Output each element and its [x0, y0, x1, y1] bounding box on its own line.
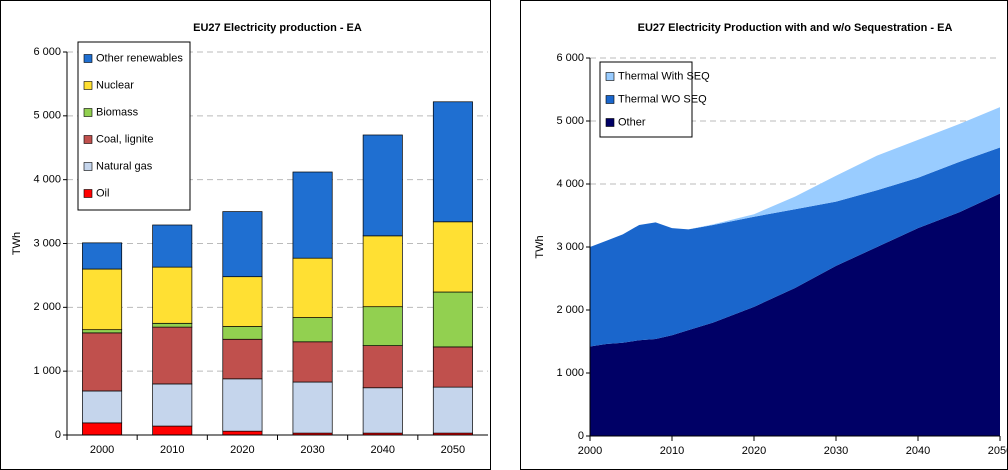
legend-swatch: [83, 54, 93, 63]
bar-segment: [152, 322, 193, 328]
bar-segment: [82, 332, 123, 392]
bar-segment: [432, 101, 473, 223]
legend-label: Other: [618, 116, 646, 128]
legend-label: Other renewables: [96, 52, 183, 64]
y-tick-label: 2 000: [33, 301, 61, 313]
x-tick-label: 2010: [660, 445, 684, 457]
chart-title: EU27 Electricity production - EA: [193, 22, 362, 34]
chart: EU27 Electricity production - EA TWh 0 1 00…: [0, 0, 491, 470]
legend-label: Thermal WO SEQ: [618, 93, 707, 105]
x-tick-label: 2030: [300, 444, 324, 456]
legend-label: Nuclear: [96, 79, 134, 91]
bar-segment: [82, 268, 123, 331]
legend-label: Oil: [96, 187, 109, 199]
area: [590, 193, 1000, 436]
x-tick-label: 2050: [441, 444, 465, 456]
bar-segment: [292, 171, 333, 259]
bar-segment: [362, 306, 403, 346]
bar-segment: [432, 221, 473, 293]
area: [590, 147, 1000, 347]
bar-segment: [292, 381, 333, 434]
y-tick-label: 6 000: [556, 52, 584, 64]
legend-swatch: [83, 135, 93, 144]
legend-swatch: [605, 118, 615, 127]
x-tick-label: 2040: [906, 445, 930, 457]
bar-segment: [82, 390, 123, 424]
bar-segment: [152, 326, 193, 385]
y-tick-label: 0: [55, 429, 61, 441]
bar-segment: [82, 329, 123, 334]
legend-box: [599, 61, 693, 138]
x-tick-label: 2020: [742, 445, 766, 457]
bar-segment: [292, 341, 333, 383]
x-tick-label: 2050: [988, 445, 1008, 457]
x-tick-label: 2000: [578, 445, 602, 457]
legend-label: Coal, lignite: [96, 133, 153, 145]
legend-label: Natural gas: [96, 160, 153, 172]
y-tick-label: 4 000: [33, 174, 61, 186]
chart: EU27 Electricity Production with and w/o…: [520, 0, 1008, 470]
bar-segment: [222, 338, 263, 380]
x-tick-label: 2010: [160, 444, 184, 456]
bar-segment: [222, 430, 263, 436]
y-tick-label: 3 000: [33, 237, 61, 249]
bar-segment: [82, 242, 123, 270]
legend-box: [77, 41, 191, 211]
bar-segment: [152, 266, 193, 324]
y-tick-label: 0: [578, 430, 584, 442]
bar-segment: [222, 378, 263, 432]
bar-segment: [432, 346, 473, 388]
chart-title: EU27 Electricity Production with and w/o…: [638, 22, 953, 34]
legend-swatch: [83, 189, 93, 198]
legend-swatch: [605, 72, 615, 81]
bar-segment: [82, 422, 123, 436]
x-tick-label: 2030: [824, 445, 848, 457]
bar-segment: [222, 211, 263, 278]
x-tick-label: 2020: [230, 444, 254, 456]
y-tick-label: 5 000: [556, 115, 584, 127]
x-tick-label: 2040: [371, 444, 395, 456]
y-axis-label: TWh: [534, 235, 546, 258]
legend-swatch: [83, 162, 93, 171]
bar-segment: [152, 383, 193, 427]
legend-swatch: [605, 95, 615, 104]
y-tick-label: 3 000: [556, 241, 584, 253]
legend-label: Thermal With SEQ: [618, 70, 710, 82]
bar-segment: [292, 257, 333, 318]
bar-segment: [222, 326, 263, 340]
y-tick-label: 1 000: [556, 367, 584, 379]
bar-segment: [292, 317, 333, 343]
bar-segment: [362, 345, 403, 389]
y-tick-label: 1 000: [33, 365, 61, 377]
y-tick-label: 6 000: [33, 46, 61, 58]
bar-segment: [152, 224, 193, 268]
y-axis-label: TWh: [11, 232, 23, 255]
y-tick-label: 5 000: [33, 110, 61, 122]
legend-swatch: [83, 81, 93, 90]
bar-segment: [362, 387, 403, 434]
area: [590, 107, 1000, 247]
bar-segment: [432, 291, 473, 348]
bar-segment: [362, 134, 403, 237]
bar-segment: [362, 235, 403, 308]
y-tick-label: 4 000: [556, 178, 584, 190]
legend-label: Biomass: [96, 106, 139, 118]
bar-segment: [222, 276, 263, 327]
x-tick-label: 2000: [90, 444, 114, 456]
bar-segment: [152, 425, 193, 436]
bar-segment: [432, 386, 473, 434]
legend-swatch: [83, 108, 93, 117]
y-tick-label: 2 000: [556, 304, 584, 316]
